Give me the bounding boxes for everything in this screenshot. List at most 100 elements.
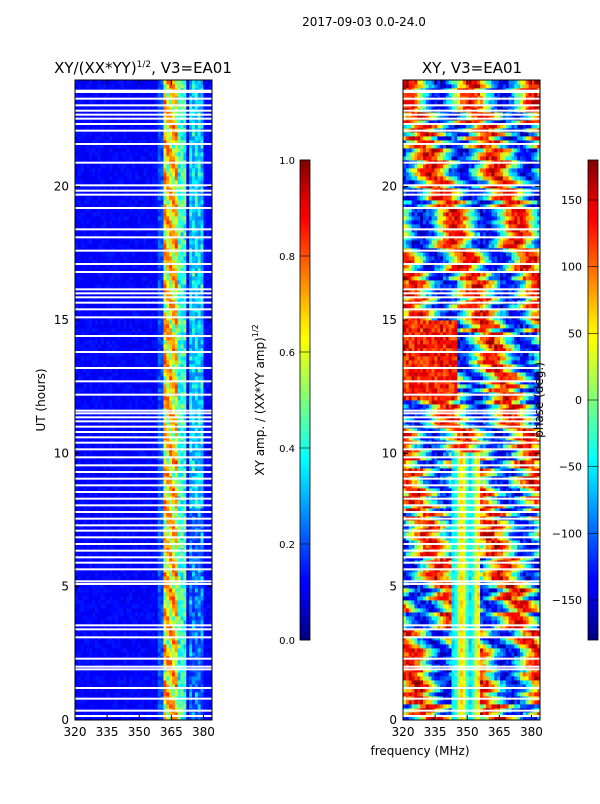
heatmap-cell <box>206 480 210 485</box>
heatmap-cell <box>80 676 84 681</box>
heatmap-cell <box>92 604 96 609</box>
heatmap-cell <box>160 592 164 597</box>
heatmap-cell <box>186 376 190 381</box>
heatmap-cell <box>117 520 122 525</box>
heatmap-cell <box>75 396 79 401</box>
heatmap-cell <box>172 704 176 709</box>
heatmap-cell <box>132 432 136 437</box>
heatmap-cell <box>206 648 210 653</box>
heatmap-cell <box>172 396 176 401</box>
heatmap-cell <box>129 648 133 653</box>
heatmap-cell <box>152 608 156 613</box>
heatmap-cell <box>137 312 142 317</box>
heatmap-cell <box>174 312 179 317</box>
heatmap-cell <box>143 488 147 493</box>
heatmap-cell <box>169 364 173 369</box>
heatmap-cell <box>166 692 170 697</box>
heatmap-cell <box>154 336 159 341</box>
heatmap-cell <box>183 532 187 537</box>
heatmap-cell <box>186 332 190 337</box>
heatmap-cell <box>186 540 190 545</box>
heatmap-cell <box>143 460 147 465</box>
heatmap-cell <box>140 492 144 497</box>
heatmap-cell <box>75 352 79 357</box>
heatmap-cell <box>106 620 110 625</box>
heatmap-cell <box>103 492 107 497</box>
heatmap-cell <box>172 576 176 581</box>
heatmap-cell <box>80 480 84 485</box>
heatmap-cell <box>117 404 122 409</box>
heatmap-cell <box>206 352 210 357</box>
heatmap-cell <box>189 376 193 381</box>
heatmap-cell <box>157 640 162 645</box>
heatmap-cell <box>152 704 156 709</box>
heatmap-cell <box>152 576 156 581</box>
heatmap-cell <box>126 432 130 437</box>
heatmap-cell <box>140 676 144 681</box>
heatmap-cell <box>114 564 119 569</box>
heatmap-cell <box>123 352 127 357</box>
heatmap-cell <box>200 320 204 325</box>
heatmap-cell <box>186 356 190 361</box>
heatmap-cell <box>174 640 179 645</box>
heatmap-cell <box>183 348 187 353</box>
heatmap-cell <box>174 400 179 405</box>
heatmap-cell <box>197 452 201 457</box>
heatmap-cell <box>109 660 113 665</box>
heatmap-cell <box>183 600 187 605</box>
heatmap-cell <box>203 344 207 349</box>
heatmap-cell <box>146 616 150 621</box>
heatmap-cell <box>146 684 150 689</box>
heatmap-cell <box>109 468 113 473</box>
heatmap-cell <box>137 388 142 393</box>
heatmap-cell <box>112 460 116 465</box>
heatmap-cell <box>166 676 170 681</box>
heatmap-cell <box>192 612 196 617</box>
heatmap-cell <box>209 608 213 613</box>
heatmap-cell <box>123 368 127 373</box>
heatmap-cell <box>200 324 204 329</box>
heatmap-cell <box>75 572 79 577</box>
heatmap-cell <box>154 312 159 317</box>
heatmap-cell <box>120 552 124 557</box>
heatmap-cell <box>194 388 199 393</box>
heatmap-cell <box>123 688 127 693</box>
heatmap-cell <box>146 320 150 325</box>
heatmap-cell <box>209 540 213 545</box>
heatmap-cell <box>169 716 173 721</box>
heatmap-cell <box>180 368 184 373</box>
heatmap-cell <box>92 688 96 693</box>
heatmap-cell <box>194 684 199 689</box>
heatmap-cell <box>83 368 87 373</box>
heatmap-cell <box>203 508 207 513</box>
heatmap-cell <box>166 672 170 677</box>
heatmap-cell <box>117 596 122 601</box>
heatmap-cell <box>126 376 130 381</box>
heatmap-cell <box>174 552 179 557</box>
heatmap-cell <box>103 632 107 637</box>
heatmap-cell <box>129 584 133 589</box>
heatmap-cell <box>166 712 170 717</box>
heatmap-cell <box>194 680 199 685</box>
heatmap-cell <box>100 572 104 577</box>
heatmap-cell <box>112 492 116 497</box>
heatmap-cell <box>80 492 84 497</box>
heatmap-cell <box>83 460 87 465</box>
heatmap-cell <box>109 564 113 569</box>
heatmap-cell <box>89 444 93 449</box>
heatmap-cell <box>112 500 116 505</box>
heatmap-cell <box>109 344 113 349</box>
heatmap-cell <box>117 312 122 317</box>
heatmap-cell <box>152 468 156 473</box>
heatmap-cell <box>183 576 187 581</box>
heatmap-cell <box>200 532 204 537</box>
heatmap-cell <box>109 332 113 337</box>
heatmap-cell <box>117 700 122 705</box>
heatmap-cell <box>192 368 196 373</box>
heatmap-cell <box>143 716 147 721</box>
heatmap-cell <box>192 520 196 525</box>
heatmap-cell <box>80 700 84 705</box>
heatmap-cell <box>174 532 179 537</box>
heatmap-cell <box>169 332 173 337</box>
heatmap-cell <box>166 320 170 325</box>
